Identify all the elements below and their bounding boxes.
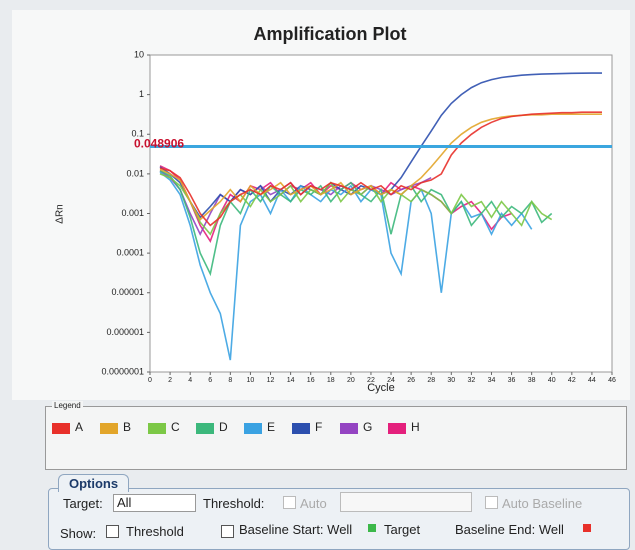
y-tick-label: 1: [139, 89, 144, 99]
legend-label: G: [363, 420, 372, 434]
x-tick-label: 30: [447, 377, 455, 384]
auto-checkbox[interactable]: [283, 496, 296, 509]
legend-label: A: [75, 420, 83, 434]
legend-swatch: [196, 423, 214, 434]
legend-label: B: [123, 420, 131, 434]
x-tick-label: 22: [367, 377, 375, 384]
legend-title: Legend: [52, 401, 83, 410]
y-axis-label: ΔRn: [55, 204, 66, 223]
baseline-start-label: Baseline Start: Well: [239, 522, 352, 537]
x-tick-label: 4: [188, 377, 192, 384]
x-tick-label: 32: [467, 377, 475, 384]
y-tick-label: 0.00001: [111, 287, 144, 297]
legend-box: [45, 406, 627, 470]
legend-label: E: [267, 420, 275, 434]
show-target-label: Target: [384, 522, 420, 537]
y-tick-label: 0.000001: [106, 327, 144, 337]
auto-label: Auto: [300, 496, 327, 511]
baseline-end-label: Baseline End: Well: [455, 522, 564, 537]
threshold-checkbox[interactable]: [106, 525, 119, 538]
legend-swatch: [100, 423, 118, 434]
x-tick-label: 38: [528, 377, 536, 384]
auto-baseline-label: Auto Baseline: [502, 496, 582, 511]
x-tick-label: 8: [228, 377, 232, 384]
target-label: Target:: [63, 496, 103, 511]
x-tick-label: 2: [168, 377, 172, 384]
x-tick-label: 28: [427, 377, 435, 384]
x-tick-label: 36: [508, 377, 516, 384]
legend-label: C: [171, 420, 180, 434]
y-tick-label: 10: [134, 49, 144, 59]
target-select[interactable]: All: [113, 494, 196, 512]
auto-baseline-checkbox[interactable]: [485, 496, 498, 509]
chart: Amplification Plot Cycle ΔRn 0.00000010.…: [0, 0, 635, 400]
y-tick-label: 0.01: [126, 168, 144, 178]
start-marker: [368, 524, 376, 532]
baseline-start-checkbox[interactable]: [221, 525, 234, 538]
legend-swatch: [52, 423, 70, 434]
show-label: Show:: [60, 526, 96, 541]
x-tick-label: 44: [588, 377, 596, 384]
x-tick-label: 26: [407, 377, 415, 384]
x-tick-label: 18: [327, 377, 335, 384]
legend-swatch: [244, 423, 262, 434]
x-tick-label: 34: [488, 377, 496, 384]
x-tick-label: 14: [287, 377, 295, 384]
legend-swatch: [340, 423, 358, 434]
x-tick-label: 24: [387, 377, 395, 384]
chart-title: Amplification Plot: [254, 24, 407, 44]
x-tick-label: 20: [347, 377, 355, 384]
legend-swatch: [292, 423, 310, 434]
x-tick-label: 0: [148, 377, 152, 384]
x-tick-label: 40: [548, 377, 556, 384]
legend-label: D: [219, 420, 228, 434]
legend-swatch: [388, 423, 406, 434]
y-tick-label: 0.001: [121, 208, 144, 218]
threshold-input[interactable]: [340, 492, 472, 512]
x-tick-label: 10: [247, 377, 255, 384]
end-marker: [583, 524, 591, 532]
threshold-label: 0.048906: [134, 137, 184, 151]
y-tick-label: 0.0000001: [101, 366, 144, 376]
x-tick-label: 42: [568, 377, 576, 384]
options-tab[interactable]: Options: [58, 474, 129, 492]
threshold-label: Threshold:: [203, 496, 264, 511]
legend-label: F: [315, 420, 322, 434]
legend-label: H: [411, 420, 420, 434]
x-tick-label: 6: [208, 377, 212, 384]
x-tick-label: 16: [307, 377, 315, 384]
x-tick-label: 46: [608, 377, 616, 384]
x-tick-label: 12: [267, 377, 275, 384]
y-tick-label: 0.0001: [116, 248, 144, 258]
legend-swatch: [148, 423, 166, 434]
